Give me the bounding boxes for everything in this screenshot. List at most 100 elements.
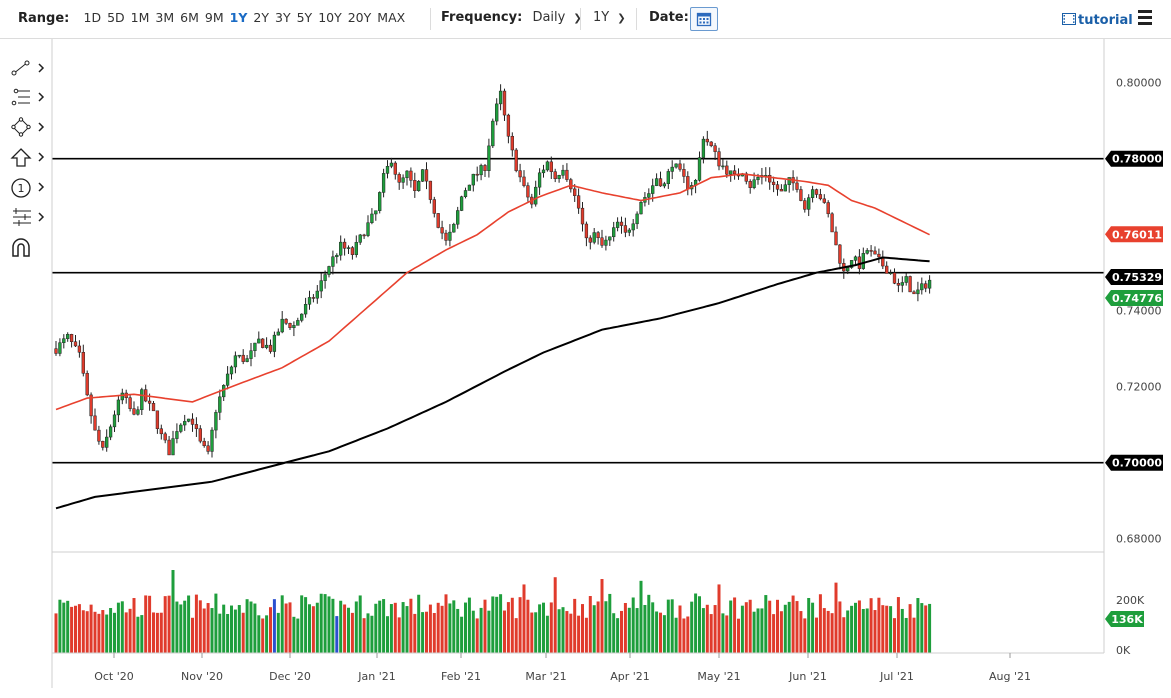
candle-body[interactable] xyxy=(272,334,277,352)
hamburger-menu-icon[interactable] xyxy=(1138,10,1152,28)
candle-body[interactable] xyxy=(896,283,901,286)
candle-body[interactable] xyxy=(249,350,253,359)
frequency-dropdown[interactable]: Daily ❯ xyxy=(532,10,581,25)
candle-body[interactable] xyxy=(296,320,300,326)
candle-body[interactable] xyxy=(222,385,226,398)
candle-body[interactable] xyxy=(342,241,347,249)
candle-body[interactable] xyxy=(327,266,331,275)
candle-body[interactable] xyxy=(600,237,604,246)
candle-body[interactable] xyxy=(397,174,401,183)
candle-body[interactable] xyxy=(526,185,530,198)
candle-body[interactable] xyxy=(814,189,819,195)
candle-body[interactable] xyxy=(608,236,612,241)
candle-body[interactable] xyxy=(186,418,191,422)
candle-body[interactable] xyxy=(77,345,82,353)
candle-body[interactable] xyxy=(892,272,897,284)
candle-body[interactable] xyxy=(276,331,280,336)
candle-body[interactable] xyxy=(771,181,776,185)
candle-body[interactable] xyxy=(522,176,526,186)
candle-body[interactable] xyxy=(623,225,628,233)
candle-body[interactable] xyxy=(674,163,678,168)
candle-body[interactable] xyxy=(651,185,655,194)
candle-body[interactable] xyxy=(537,172,542,188)
candle-body[interactable] xyxy=(916,289,920,295)
candle-body[interactable] xyxy=(557,175,561,180)
candle-body[interactable] xyxy=(331,256,335,267)
candle-body[interactable] xyxy=(569,179,573,190)
candle-body[interactable] xyxy=(335,254,339,258)
candle-body[interactable] xyxy=(818,194,823,200)
candle-body[interactable] xyxy=(374,210,378,215)
candle-body[interactable] xyxy=(717,151,721,167)
candle-body[interactable] xyxy=(73,341,78,347)
magnet-tool[interactable] xyxy=(10,237,48,261)
range-button-10y[interactable]: 10Y xyxy=(318,10,342,25)
candle-body[interactable] xyxy=(233,355,238,368)
candle-body[interactable] xyxy=(428,180,433,200)
candle-body[interactable] xyxy=(803,200,807,210)
candle-body[interactable] xyxy=(93,415,97,431)
candle-body[interactable] xyxy=(713,145,717,152)
candle-body[interactable] xyxy=(912,291,916,295)
candle-body[interactable] xyxy=(315,290,319,299)
candle-body[interactable] xyxy=(701,138,706,158)
shape-tool[interactable] xyxy=(10,117,48,141)
candle-body[interactable] xyxy=(541,169,546,174)
candle-body[interactable] xyxy=(491,120,495,147)
candle-body[interactable] xyxy=(58,342,62,354)
candle-body[interactable] xyxy=(456,210,460,225)
candle-body[interactable] xyxy=(300,313,304,321)
range-button-5d[interactable]: 5D xyxy=(107,10,125,25)
candle-body[interactable] xyxy=(229,366,234,375)
candle-body[interactable] xyxy=(498,90,503,105)
candle-body[interactable] xyxy=(120,392,124,401)
tutorial-link[interactable]: tutorial xyxy=(1062,13,1133,28)
candle-body[interactable] xyxy=(639,201,643,215)
arrow-tool[interactable] xyxy=(10,147,48,171)
candle-body[interactable] xyxy=(619,221,624,226)
candle-body[interactable] xyxy=(116,399,121,416)
candle-body[interactable] xyxy=(183,421,187,426)
candle-body[interactable] xyxy=(362,234,366,237)
candle-body[interactable] xyxy=(534,186,538,205)
candle-body[interactable] xyxy=(682,169,686,177)
candle-body[interactable] xyxy=(830,213,834,233)
candle-body[interactable] xyxy=(81,352,85,374)
candle-body[interactable] xyxy=(467,184,472,191)
candle-body[interactable] xyxy=(218,396,222,413)
candle-body[interactable] xyxy=(826,202,830,215)
candle-body[interactable] xyxy=(627,229,631,233)
candle-body[interactable] xyxy=(927,279,932,289)
candle-body[interactable] xyxy=(834,231,838,246)
candle-body[interactable] xyxy=(284,318,288,324)
candle-body[interactable] xyxy=(159,428,163,435)
candle-body[interactable] xyxy=(725,165,729,175)
candle-body[interactable] xyxy=(756,177,760,181)
range-button-20y[interactable]: 20Y xyxy=(347,10,372,25)
candle-body[interactable] xyxy=(518,170,522,178)
candle-body[interactable] xyxy=(846,267,850,272)
range-button-3m[interactable]: 3M xyxy=(155,10,175,25)
candle-body[interactable] xyxy=(729,170,733,175)
range-button-3y[interactable]: 3Y xyxy=(275,10,291,25)
candle-body[interactable] xyxy=(873,250,877,255)
range-button-1m[interactable]: 1M xyxy=(130,10,150,25)
candle-body[interactable] xyxy=(475,173,479,176)
candle-body[interactable] xyxy=(900,282,904,286)
candle-body[interactable] xyxy=(678,163,682,170)
candle-body[interactable] xyxy=(108,426,113,438)
candle-body[interactable] xyxy=(54,348,58,354)
candle-body[interactable] xyxy=(155,410,160,429)
candle-body[interactable] xyxy=(288,323,292,329)
candle-body[interactable] xyxy=(573,188,577,196)
candle-body[interactable] xyxy=(311,297,316,299)
candle-body[interactable] xyxy=(612,227,616,238)
candle-body[interactable] xyxy=(210,429,214,452)
candle-body[interactable] xyxy=(748,181,752,188)
indicator-tool[interactable] xyxy=(10,207,48,231)
candle-body[interactable] xyxy=(463,190,468,198)
candle-body[interactable] xyxy=(323,274,327,281)
candle-body[interactable] xyxy=(666,171,670,184)
candle-body[interactable] xyxy=(592,232,596,243)
candle-body[interactable] xyxy=(97,429,101,442)
